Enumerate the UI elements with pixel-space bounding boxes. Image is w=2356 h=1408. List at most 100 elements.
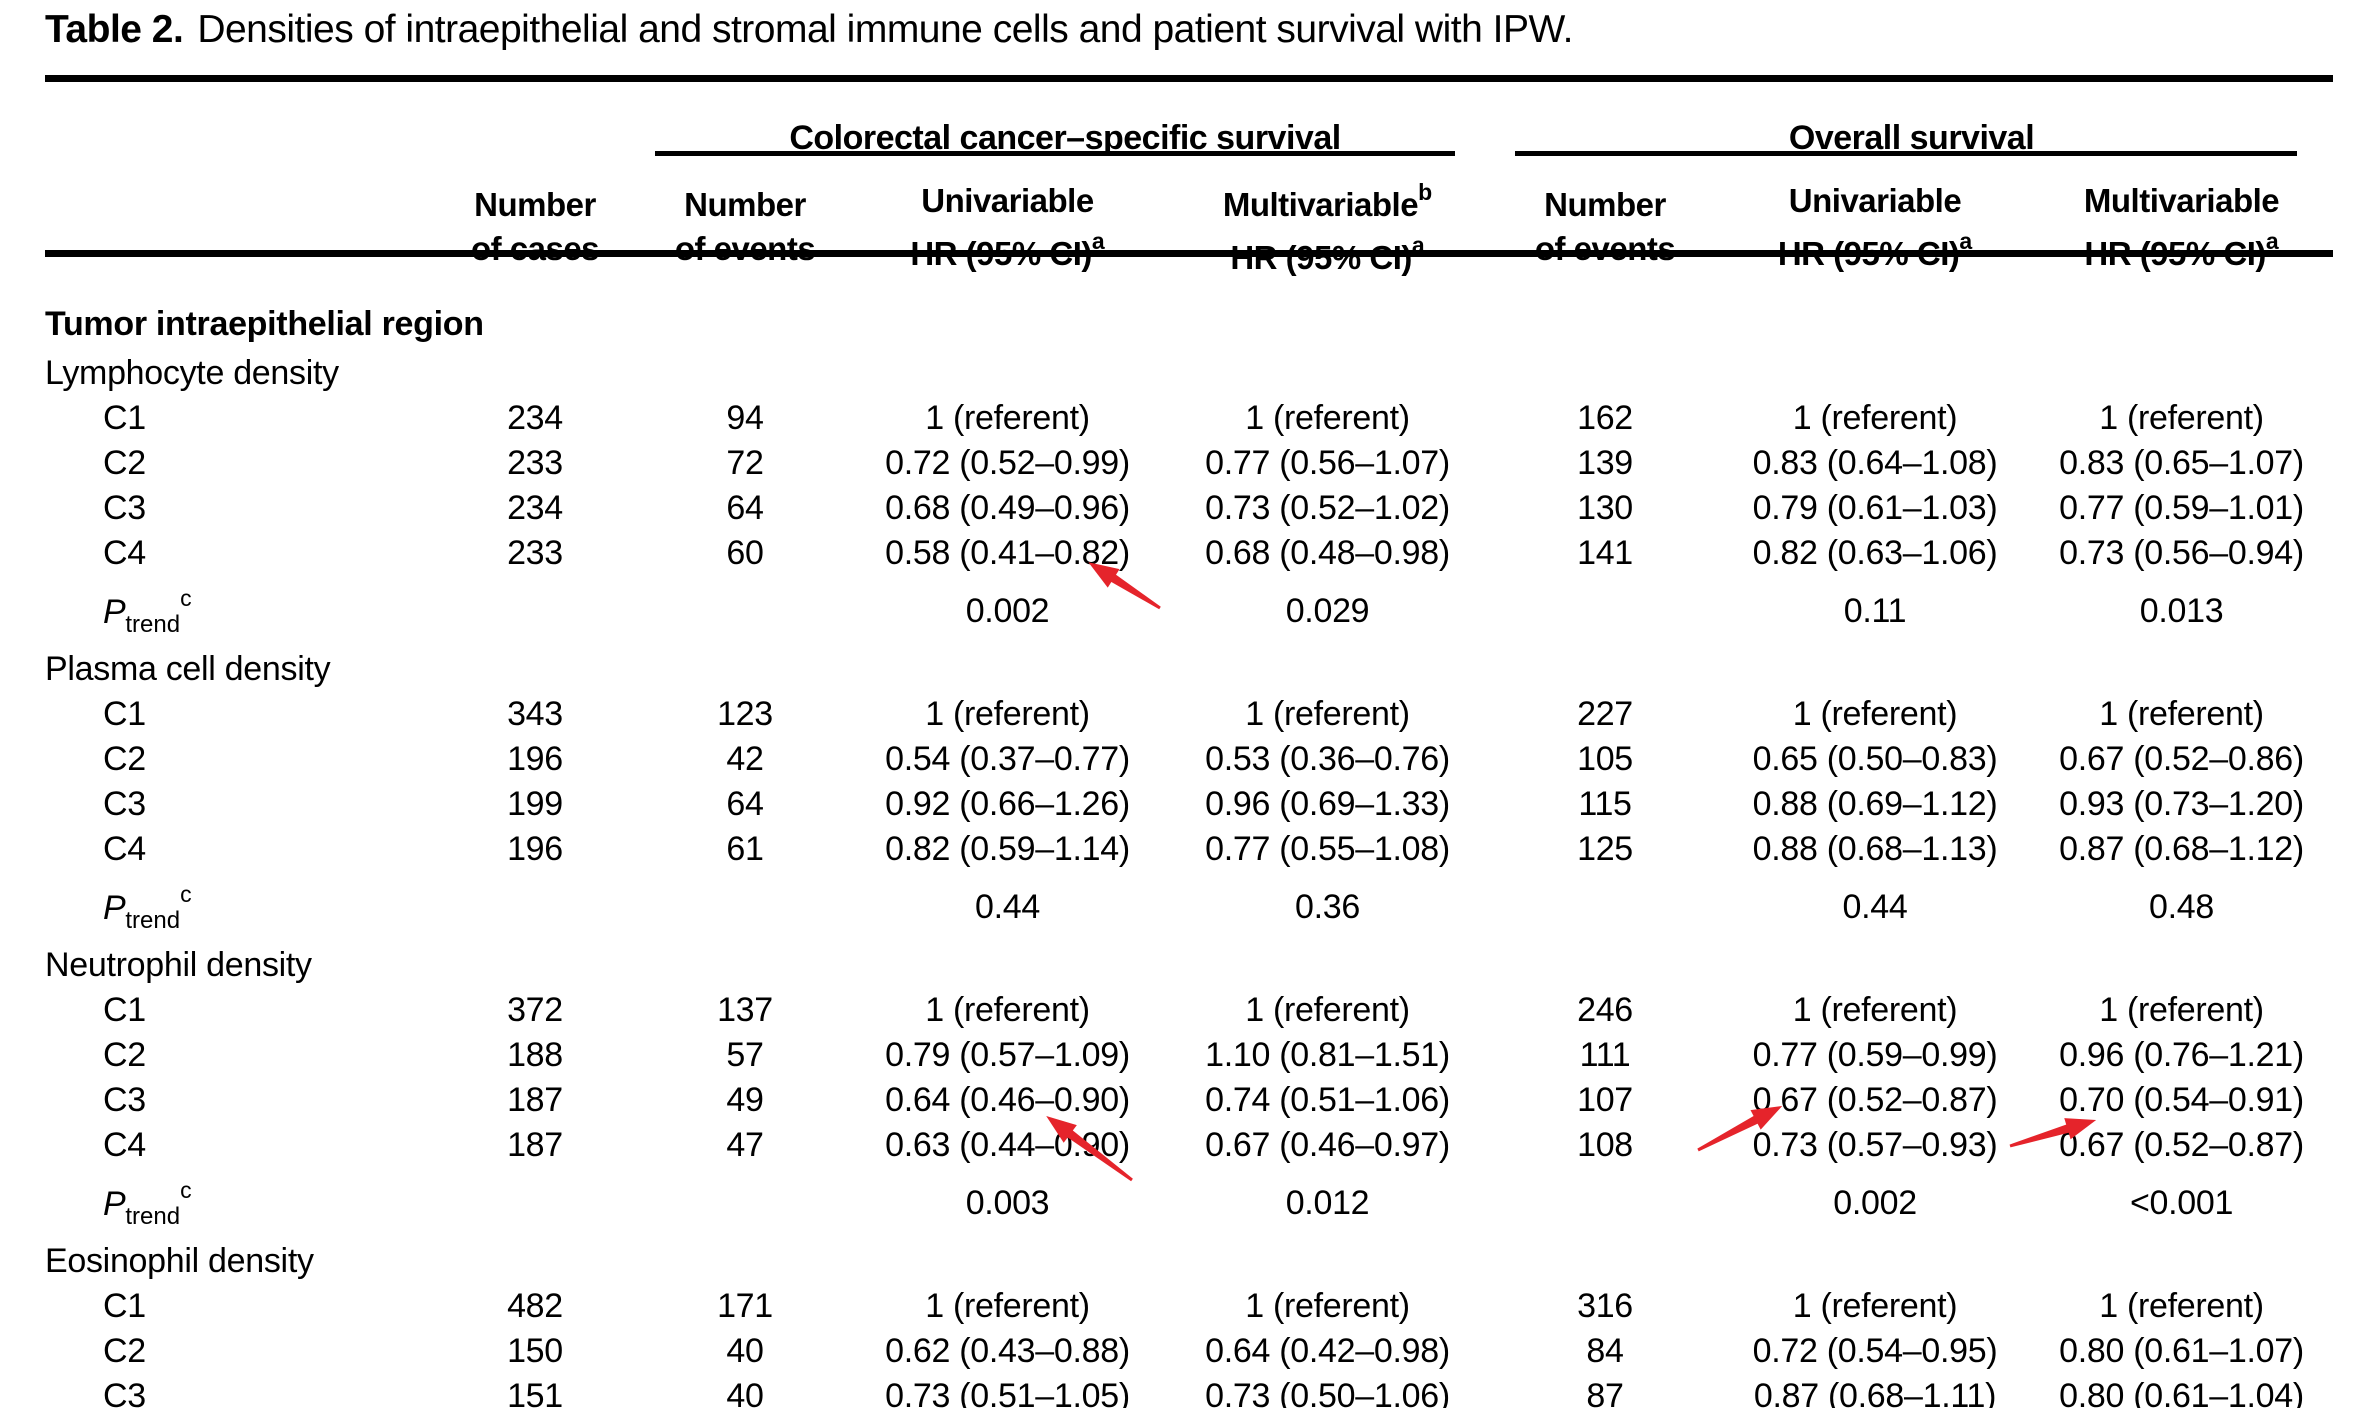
- cell-os-univariable: 0.87 (0.68–1.11): [1753, 1377, 1997, 1408]
- cell-css-univariable: 1 (referent): [925, 1287, 1090, 1325]
- cell-os-multivariable: 0.77 (0.59–1.01): [2059, 489, 2304, 527]
- cell-css-multivariable: 0.74 (0.51–1.06): [1205, 1081, 1450, 1119]
- annotation-arrow-icon: [1697, 1105, 1783, 1152]
- os-group-underline: [1515, 151, 2297, 156]
- cell-os-events: 115: [1578, 785, 1632, 823]
- cell-os-multivariable: 0.73 (0.56–0.94): [2059, 534, 2304, 572]
- cell-css-univariable: 1 (referent): [925, 695, 1090, 733]
- column-header-css-multivariable: Multivariableb HR (95% CI)a: [1222, 179, 1433, 276]
- row-label: C1: [103, 991, 146, 1029]
- table-row: C3 187 49 0.64 (0.46–0.90) 0.74 (0.51–1.…: [45, 1078, 2333, 1123]
- group-header-os: Overall survival: [1788, 119, 2035, 157]
- cell-css-events: 64: [726, 785, 764, 823]
- section-name: Lymphocyte density: [45, 354, 339, 392]
- ptrend-row: Ptrendc 0.002 0.029 0.11 0.013: [45, 576, 2333, 647]
- cell-cases: 196: [507, 740, 563, 778]
- cell-os-univariable: 0.88 (0.69–1.12): [1752, 785, 1998, 823]
- cell-css-events: 137: [717, 991, 773, 1029]
- top-rule: [45, 75, 2333, 82]
- row-label: C2: [103, 1332, 146, 1370]
- cell-css-univariable: 0.68 (0.49–0.96): [885, 489, 1130, 527]
- cell-os-events: 108: [1577, 1126, 1633, 1164]
- cell-os-events: 130: [1577, 489, 1633, 527]
- cell-os-multivariable-ptrend: <0.001: [2129, 1184, 2234, 1222]
- cell-css-univariable: 0.73 (0.51–1.05): [885, 1377, 1130, 1408]
- section-header-row: Neutrophil density: [45, 943, 2333, 988]
- cell-css-multivariable: 0.73 (0.50–1.06): [1205, 1377, 1450, 1408]
- cell-os-events: 246: [1577, 991, 1633, 1029]
- cell-os-univariable: 1 (referent): [1792, 695, 1958, 733]
- table-row: C1 343 123 1 (referent) 1 (referent) 227…: [45, 692, 2333, 737]
- cell-os-univariable-ptrend: 0.002: [1833, 1184, 1917, 1222]
- cell-css-univariable: 1 (referent): [925, 991, 1090, 1029]
- cell-cases: 233: [507, 534, 563, 572]
- cell-css-multivariable: 1 (referent): [1245, 399, 1410, 437]
- section-header-row: Plasma cell density: [45, 647, 2333, 692]
- column-header-css-univariable: Univariable HR (95% CI)a: [910, 181, 1105, 272]
- cell-cases: 196: [507, 830, 563, 868]
- cell-css-univariable-ptrend: 0.44: [975, 888, 1040, 926]
- table-row: C1 372 137 1 (referent) 1 (referent) 246…: [45, 988, 2333, 1033]
- region-header: Tumor intraepithelial region: [45, 305, 484, 343]
- column-header-cases: Number of cases: [470, 186, 600, 267]
- cell-css-univariable: 1 (referent): [925, 399, 1090, 437]
- cell-os-multivariable: 0.70 (0.54–0.91): [2059, 1081, 2304, 1119]
- cell-css-events: 40: [726, 1377, 764, 1408]
- table-row: C3 199 64 0.92 (0.66–1.26) 0.96 (0.69–1.…: [45, 782, 2333, 827]
- table-row: C2 233 72 0.72 (0.52–0.99) 0.77 (0.56–1.…: [45, 441, 2333, 486]
- cell-os-univariable: 0.72 (0.54–0.95): [1752, 1332, 1998, 1370]
- table-row: C3 151 40 0.73 (0.51–1.05) 0.73 (0.50–1.…: [45, 1374, 2333, 1408]
- cell-css-events: 49: [726, 1081, 764, 1119]
- cell-css-univariable-ptrend: 0.002: [965, 592, 1050, 630]
- cell-os-multivariable: 0.80 (0.61–1.04): [2059, 1377, 2304, 1408]
- cell-css-univariable: 0.64 (0.46–0.90): [885, 1081, 1130, 1119]
- cell-os-multivariable: 1 (referent): [2099, 1287, 2264, 1325]
- row-label: C2: [103, 1036, 146, 1074]
- cell-cases: 187: [507, 1126, 563, 1164]
- row-label: C3: [103, 785, 146, 823]
- table-row: C4 196 61 0.82 (0.59–1.14) 0.77 (0.55–1.…: [45, 827, 2333, 872]
- row-label: C4: [103, 1126, 146, 1164]
- cell-css-events: 171: [717, 1287, 773, 1325]
- group-header-css: Colorectal cancer–specific survival: [789, 119, 1341, 157]
- cell-os-univariable: 0.83 (0.64–1.08): [1752, 444, 1998, 482]
- cell-os-events: 141: [1577, 534, 1633, 572]
- section-header-row: Eosinophil density: [45, 1239, 2333, 1284]
- cell-cases: 187: [507, 1081, 563, 1119]
- cell-css-multivariable-ptrend: 0.012: [1285, 1184, 1370, 1222]
- cell-cases: 372: [507, 991, 563, 1029]
- header-bottom-rule: [45, 250, 2333, 257]
- cell-os-multivariable: 0.87 (0.68–1.12): [2059, 830, 2304, 868]
- cell-os-univariable: 0.82 (0.63–1.06): [1752, 534, 1998, 572]
- column-header-row: Number of cases Number of events Univari…: [45, 174, 2333, 280]
- cell-css-multivariable: 0.64 (0.42–0.98): [1205, 1332, 1450, 1370]
- section-name: Plasma cell density: [45, 650, 331, 688]
- annotation-arrow-icon: [2009, 1118, 2097, 1148]
- cell-os-events: 84: [1586, 1332, 1624, 1370]
- cell-css-univariable: 0.72 (0.52–0.99): [885, 444, 1130, 482]
- cell-os-events: 105: [1577, 740, 1633, 778]
- table-row: C3 234 64 0.68 (0.49–0.96) 0.73 (0.52–1.…: [45, 486, 2333, 531]
- cell-cases: 151: [507, 1377, 563, 1408]
- annotation-arrow-icon: [1088, 562, 1161, 610]
- cell-css-multivariable: 0.77 (0.55–1.08): [1205, 830, 1450, 868]
- row-label: C3: [103, 489, 146, 527]
- cell-os-univariable: 0.67 (0.52–0.87): [1752, 1081, 1998, 1119]
- cell-os-events: 316: [1577, 1287, 1633, 1325]
- table-row: C4 187 47 0.63 (0.44–0.90) 0.67 (0.46–0.…: [45, 1123, 2333, 1168]
- row-label: C3: [103, 1377, 146, 1408]
- table-row: C1 234 94 1 (referent) 1 (referent) 162 …: [45, 396, 2333, 441]
- table-row: C1 482 171 1 (referent) 1 (referent) 316…: [45, 1284, 2333, 1329]
- cell-css-multivariable: 0.53 (0.36–0.76): [1205, 740, 1450, 778]
- column-header-os-events: Number of events: [1534, 186, 1676, 267]
- column-header-os-multivariable: Multivariable HR (95% CI)a: [2083, 181, 2280, 272]
- cell-css-univariable: 0.62 (0.43–0.88): [885, 1332, 1130, 1370]
- column-header-label: [45, 174, 430, 280]
- cell-os-multivariable-ptrend: 0.48: [2149, 888, 2215, 926]
- cell-css-multivariable: 1 (referent): [1245, 991, 1410, 1029]
- cell-cases: 343: [507, 695, 563, 733]
- survival-table: Colorectal cancer–specific survival Over…: [45, 82, 2333, 1408]
- cell-os-multivariable: 0.67 (0.52–0.87): [2059, 1126, 2304, 1164]
- cell-os-univariable: 0.77 (0.59–0.99): [1752, 1036, 1998, 1074]
- cell-css-univariable: 0.82 (0.59–1.14): [885, 830, 1130, 868]
